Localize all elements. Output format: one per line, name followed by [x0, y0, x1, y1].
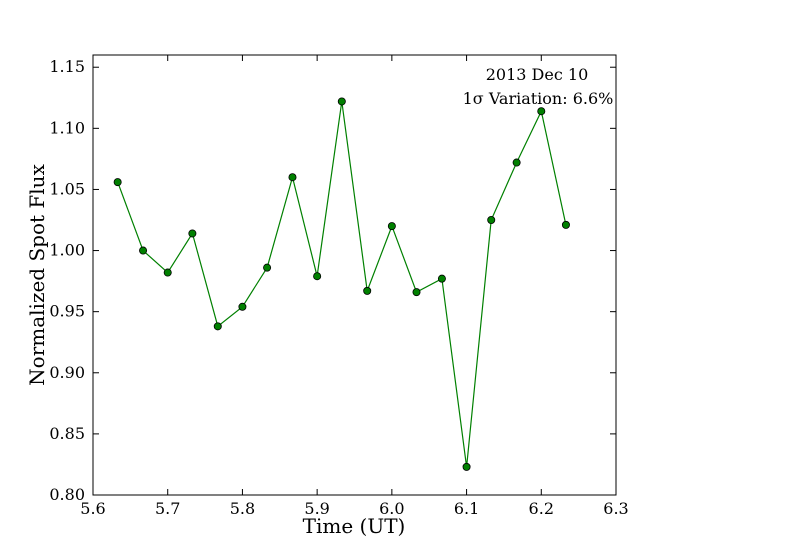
data-point: [213, 322, 222, 331]
annotations: 2013 Dec 10 1σ Variation: 6.6%: [463, 65, 614, 108]
data-point: [537, 107, 546, 116]
data-point: [113, 178, 122, 187]
x-tick-label: 6.0: [379, 499, 404, 518]
series-line: [117, 101, 567, 467]
data-point: [139, 246, 148, 255]
x-tick-label: 6.2: [529, 499, 554, 518]
x-tick-label: 6.1: [454, 499, 479, 518]
y-tick-label: 1.10: [49, 118, 85, 137]
data-point: [412, 288, 421, 297]
series-layer: [113, 97, 570, 471]
x-tick-label: 6.3: [603, 499, 628, 518]
x-tick-label: 5.6: [80, 499, 105, 518]
y-tick-label: 1.05: [49, 179, 85, 198]
data-point: [512, 158, 521, 167]
data-point: [363, 286, 372, 295]
data-point: [437, 274, 446, 283]
y-tick-label: 1.00: [49, 241, 85, 260]
data-point: [337, 97, 346, 106]
data-point: [462, 462, 471, 471]
data-point: [561, 220, 570, 229]
data-point: [163, 268, 172, 277]
data-point: [387, 222, 396, 231]
plot-frame: [92, 54, 617, 496]
data-point: [188, 229, 197, 238]
y-tick-label: 0.80: [49, 485, 85, 504]
x-tick-label: 5.9: [304, 499, 329, 518]
y-axis-label: Normalized Spot Flux: [25, 163, 49, 385]
x-tick-label: 5.7: [155, 499, 180, 518]
y-tick-label: 0.85: [49, 424, 85, 443]
ticks-layer: 5.6 5.7 5.8 5.9 6.0 6.1 6.2 6.3 0.80 0.85 0.90 0.95…: [49, 55, 629, 518]
x-tick-label: 5.8: [230, 499, 255, 518]
x-axis-label: Time (UT): [303, 514, 406, 538]
y-tick-label: 0.95: [49, 302, 85, 321]
data-point: [487, 215, 496, 224]
data-point: [238, 302, 247, 311]
annotation-variation: 1σ Variation: 6.6%: [463, 89, 614, 108]
y-tick-label: 0.90: [49, 363, 85, 382]
annotation-date: 2013 Dec 10: [486, 65, 589, 84]
data-point: [263, 263, 272, 272]
data-point: [288, 173, 297, 182]
y-tick-label: 1.15: [49, 57, 85, 76]
data-point: [313, 272, 322, 281]
